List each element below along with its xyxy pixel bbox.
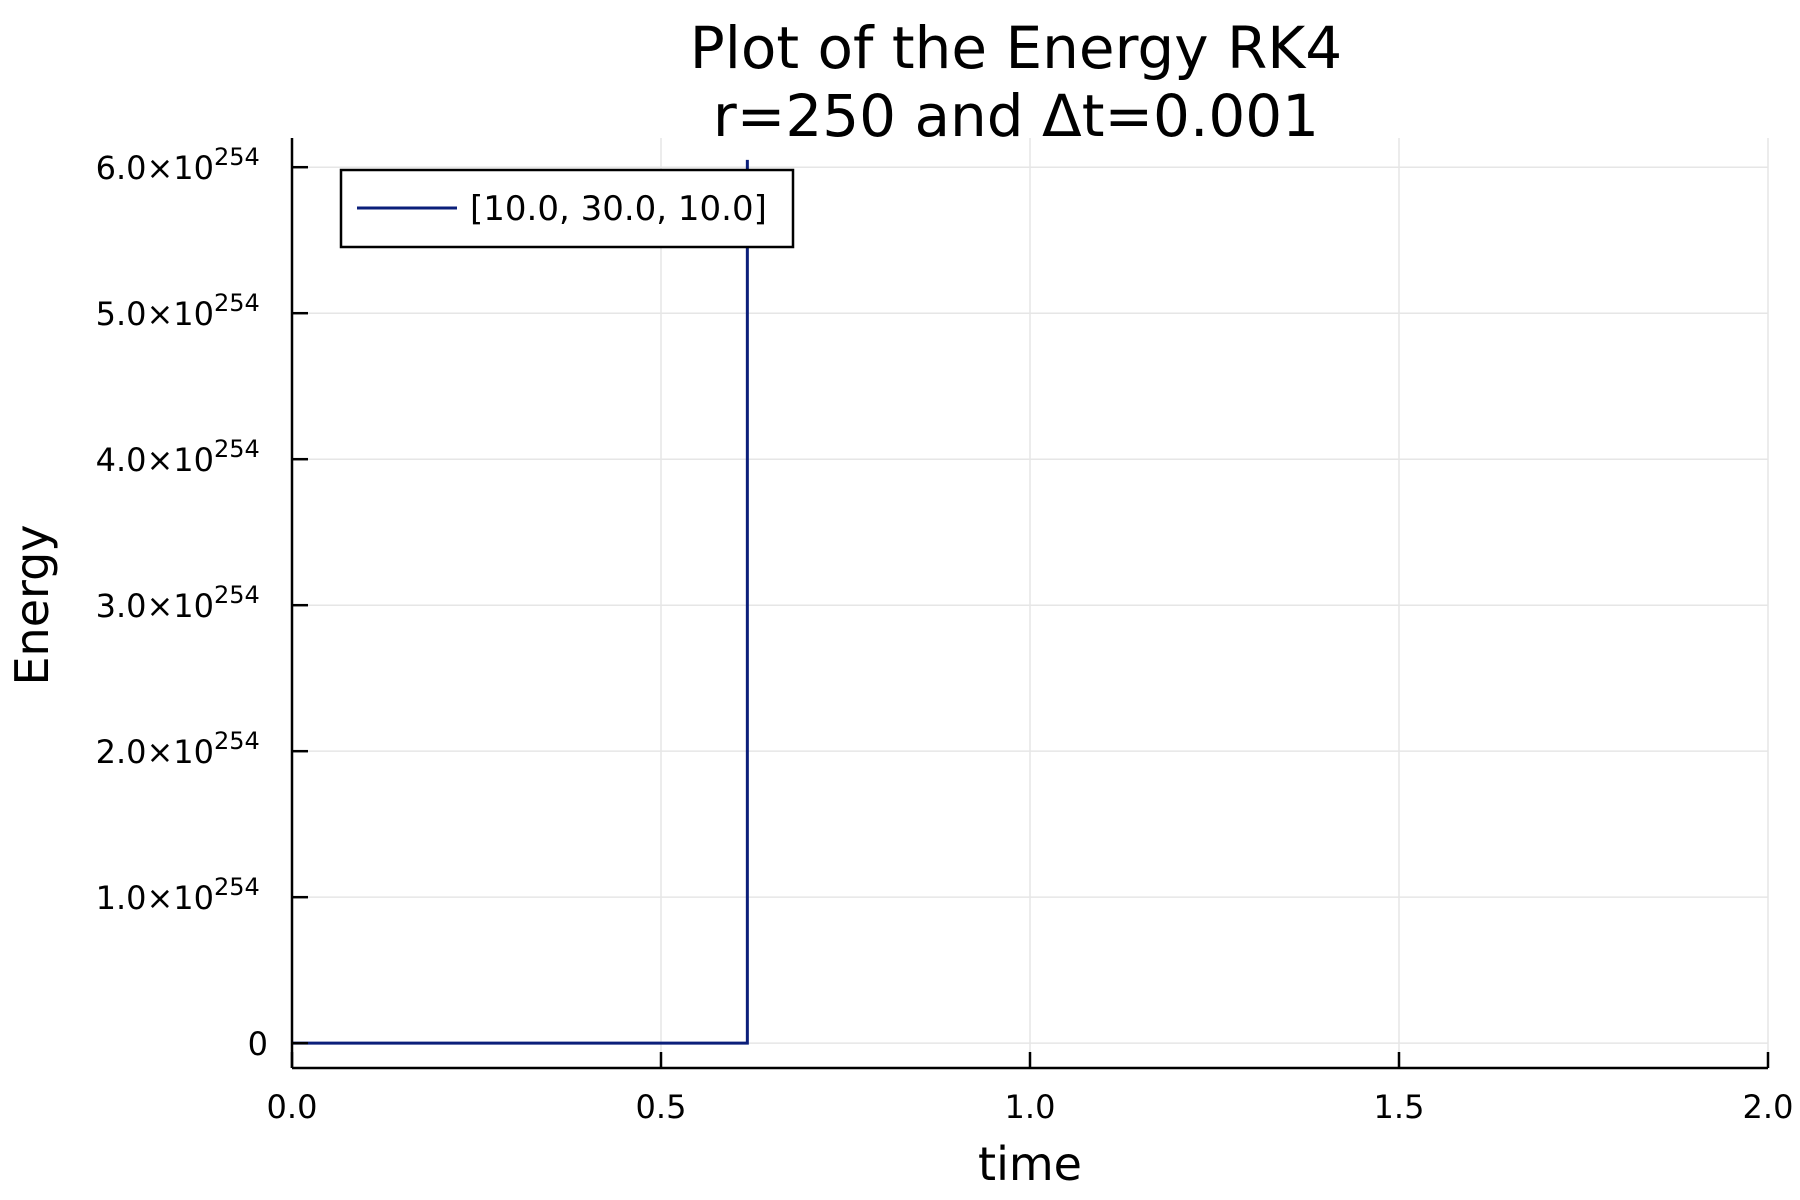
legend-label: [10.0, 30.0, 10.0] (470, 189, 767, 229)
y-tick-exponent-2: 254 (214, 727, 260, 755)
y-tick-exponent-1: 254 (214, 873, 260, 901)
chart-title-line-2: r=250 and Δt=0.001 (713, 82, 1319, 150)
y-tick-label-2: 2.0×10 (96, 733, 214, 771)
grid-layer (291, 138, 1769, 1068)
y-tick-label-1: 1.0×10 (96, 879, 214, 917)
y-tick-exponent-6: 254 (214, 143, 260, 171)
legend: [10.0, 30.0, 10.0] (339, 168, 795, 249)
y-tick-exponent-5: 254 (214, 289, 260, 317)
x-tick-label-3: 1.5 (1374, 1088, 1425, 1126)
x-tick-label-0: 0.0 (267, 1088, 318, 1126)
series-layer (292, 159, 749, 1045)
y-tick-label-6: 6.0×10 (96, 149, 214, 187)
y-tick-exponent-4: 254 (214, 435, 260, 463)
series-line-0 (292, 159, 749, 1045)
y-tick-label-0: 0 (248, 1025, 268, 1063)
y-tick-label-3: 3.0×10 (96, 587, 214, 625)
y-tick-label-4: 4.0×10 (96, 441, 214, 479)
y-axis-label: Energy (5, 524, 59, 685)
y-tick-exponent-3: 254 (214, 581, 260, 609)
x-axis-label: time (978, 1137, 1082, 1191)
x-tick-label-1: 0.5 (636, 1088, 687, 1126)
y-tick-label-5: 5.0×10 (96, 295, 214, 333)
x-tick-label-4: 2.0 (1743, 1088, 1794, 1126)
chart-title-line-1: Plot of the Energy RK4 (690, 14, 1342, 82)
x-tick-label-2: 1.0 (1005, 1088, 1056, 1126)
